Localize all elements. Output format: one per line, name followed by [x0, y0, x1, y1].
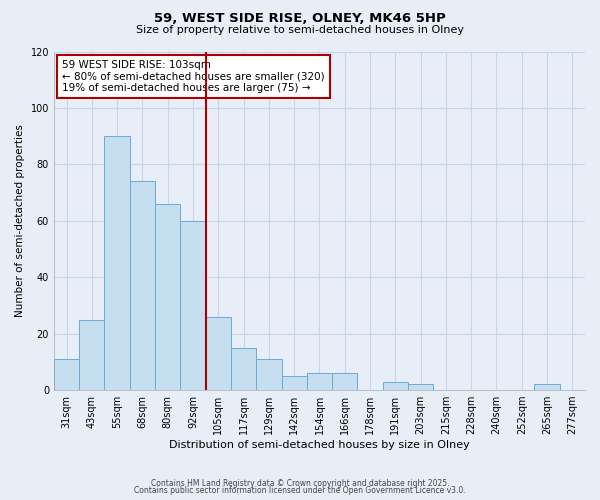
Text: 59 WEST SIDE RISE: 103sqm
← 80% of semi-detached houses are smaller (320)
19% of: 59 WEST SIDE RISE: 103sqm ← 80% of semi-…: [62, 60, 325, 93]
Bar: [408, 384, 433, 390]
Text: Size of property relative to semi-detached houses in Olney: Size of property relative to semi-detach…: [136, 25, 464, 35]
Text: Contains HM Land Registry data © Crown copyright and database right 2025.: Contains HM Land Registry data © Crown c…: [151, 478, 449, 488]
Bar: [231, 348, 256, 390]
Bar: [383, 382, 408, 390]
Bar: [206, 316, 231, 390]
Bar: [307, 373, 332, 390]
Bar: [155, 204, 181, 390]
Bar: [256, 359, 281, 390]
Bar: [79, 320, 104, 390]
Bar: [54, 359, 79, 390]
Bar: [181, 221, 206, 390]
X-axis label: Distribution of semi-detached houses by size in Olney: Distribution of semi-detached houses by …: [169, 440, 470, 450]
Bar: [104, 136, 130, 390]
Text: Contains public sector information licensed under the Open Government Licence v3: Contains public sector information licen…: [134, 486, 466, 495]
Text: 59, WEST SIDE RISE, OLNEY, MK46 5HP: 59, WEST SIDE RISE, OLNEY, MK46 5HP: [154, 12, 446, 26]
Bar: [535, 384, 560, 390]
Bar: [332, 373, 358, 390]
Bar: [130, 182, 155, 390]
Bar: [281, 376, 307, 390]
Y-axis label: Number of semi-detached properties: Number of semi-detached properties: [15, 124, 25, 317]
